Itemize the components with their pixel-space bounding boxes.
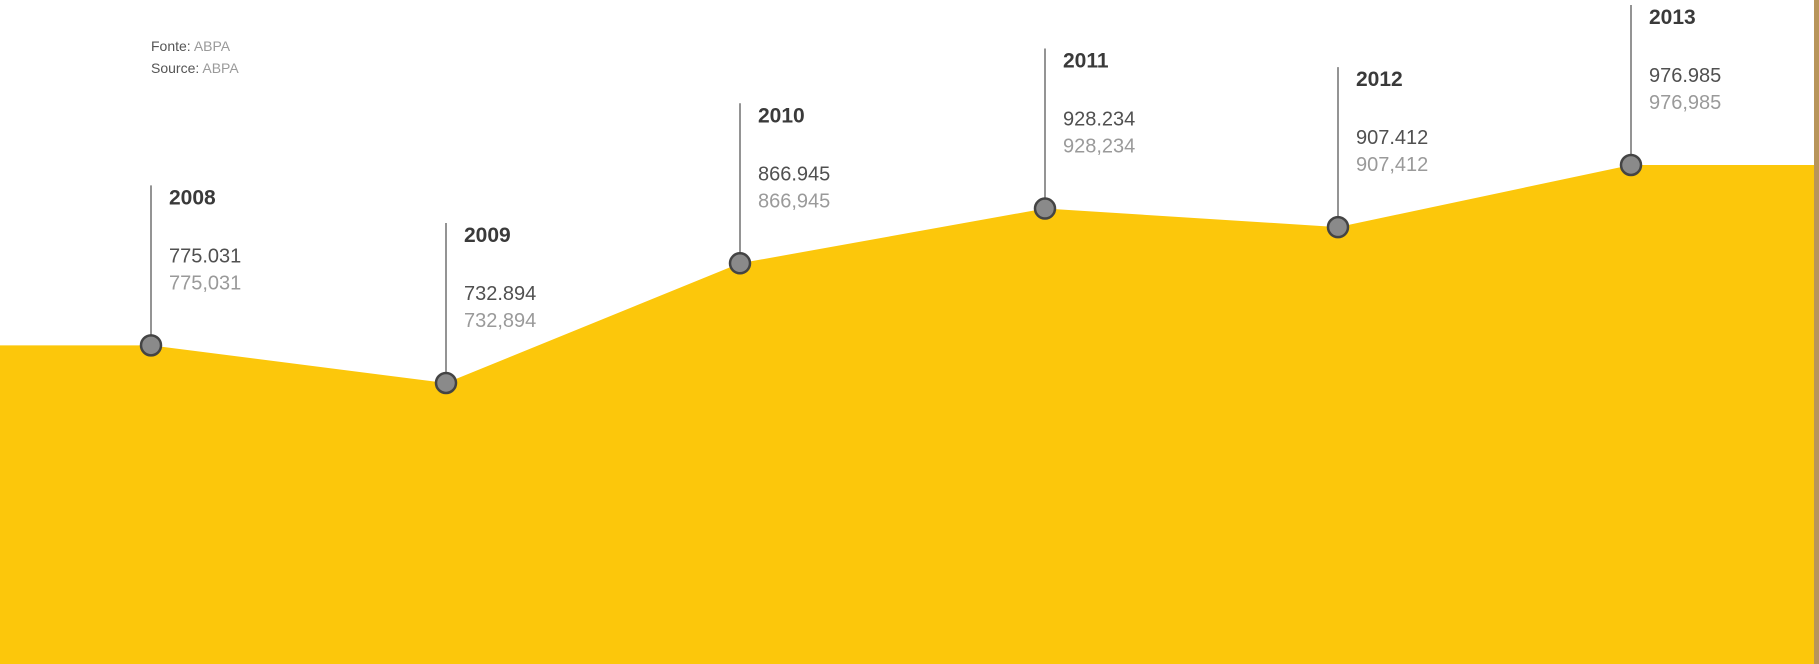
data-point-marker bbox=[1326, 215, 1350, 239]
year-label: 2013 bbox=[1649, 6, 1696, 29]
right-edge-strip bbox=[1814, 0, 1819, 664]
value-label-pt: 976.985 bbox=[1649, 65, 1721, 87]
year-label: 2012 bbox=[1356, 68, 1403, 91]
source-line-pt: Fonte: ABPA bbox=[151, 35, 239, 57]
source-note: Fonte: ABPA Source: ABPA bbox=[151, 35, 239, 79]
value-label-pt: 775.031 bbox=[169, 245, 241, 267]
value-label-en: 866,945 bbox=[758, 190, 830, 212]
data-point-marker bbox=[1033, 197, 1057, 220]
year-label: 2008 bbox=[169, 186, 216, 209]
year-label: 2010 bbox=[758, 104, 805, 127]
value-label-en: 907,412 bbox=[1356, 154, 1428, 176]
value-label-pt: 928.234 bbox=[1063, 109, 1135, 131]
source-label-en: Source: bbox=[151, 60, 200, 76]
data-point-marker bbox=[434, 371, 458, 395]
value-label-pt: 907.412 bbox=[1356, 127, 1428, 149]
source-value-en: ABPA bbox=[202, 60, 239, 76]
source-value-pt: ABPA bbox=[193, 38, 231, 54]
value-label-pt: 732.894 bbox=[464, 283, 536, 305]
data-point-marker bbox=[728, 252, 752, 275]
value-label-en: 976,985 bbox=[1649, 92, 1721, 114]
value-label-en: 928,234 bbox=[1063, 136, 1135, 158]
year-label: 2009 bbox=[464, 224, 511, 247]
year-label: 2011 bbox=[1063, 50, 1109, 73]
value-label-en: 732,894 bbox=[464, 310, 536, 332]
source-label-pt: Fonte: bbox=[151, 38, 191, 54]
data-point-marker bbox=[139, 334, 163, 357]
source-line-en: Source: ABPA bbox=[151, 57, 239, 79]
data-point-marker bbox=[1619, 153, 1643, 177]
value-label-pt: 866.945 bbox=[758, 163, 830, 185]
value-label-en: 775,031 bbox=[169, 272, 241, 294]
area-fill bbox=[0, 165, 1814, 664]
